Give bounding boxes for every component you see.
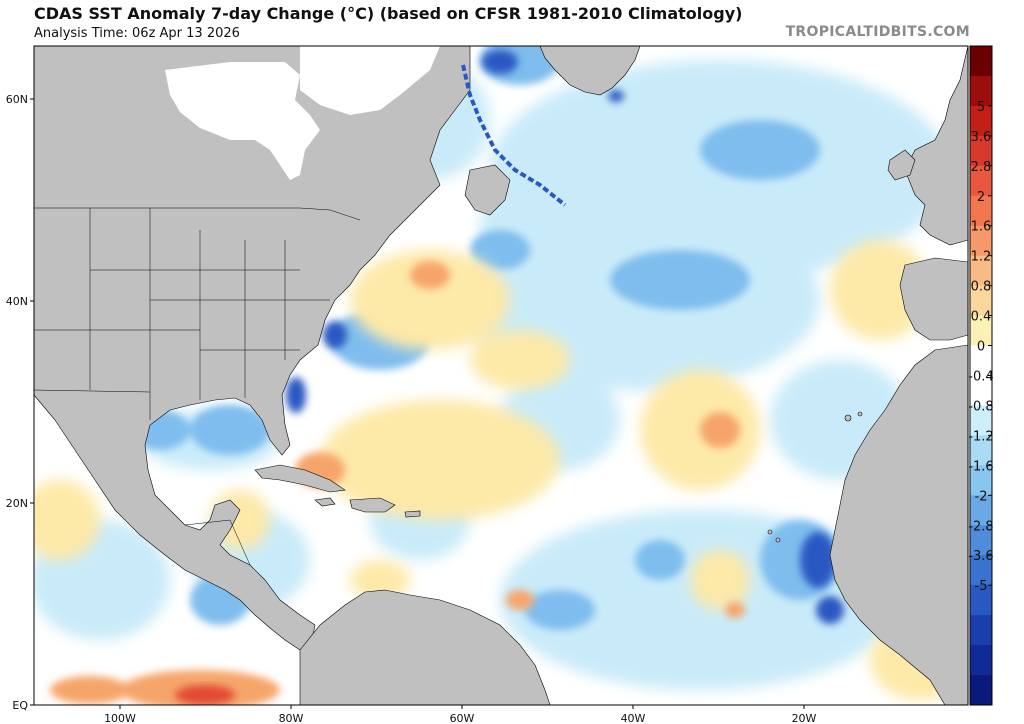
colorbar-bin — [970, 375, 992, 406]
colorbar-label: -1.6 — [968, 459, 993, 474]
colorbar-label: -2 — [975, 489, 988, 504]
brand-watermark: TROPICALTIDBITS.COM — [785, 24, 970, 40]
jamaica-land — [314, 497, 336, 507]
cape-verde-island — [775, 537, 781, 543]
colorbar-label: 3.6 — [971, 130, 992, 145]
colorbar-label: 1.6 — [971, 220, 992, 235]
colorbar-bin — [970, 465, 992, 496]
colorbar-bin — [970, 46, 992, 77]
political-borders — [34, 207, 361, 566]
colorbar-label: 0.4 — [971, 310, 992, 325]
colorbar-bin — [970, 525, 992, 556]
colorbar-bin — [970, 225, 992, 257]
british-isles-land — [887, 149, 916, 181]
lat-label: 20N — [6, 497, 28, 510]
lon-label: 60W — [450, 712, 475, 724]
lon-label: 80W — [279, 712, 304, 724]
colorbar-label: -1.2 — [968, 429, 993, 444]
colorbar-label: 2.8 — [971, 160, 992, 175]
colorbar-label: -5 — [975, 579, 988, 594]
colorbar-bin — [970, 255, 992, 287]
colorbar-label: 1.2 — [971, 250, 992, 265]
land-masses — [34, 46, 968, 705]
lat-label: EQ — [12, 699, 28, 712]
greenland-land — [539, 46, 641, 96]
anomaly-field-red — [175, 685, 235, 705]
colorbar-bin — [970, 675, 992, 706]
colorbar-label: -0.8 — [968, 399, 993, 414]
lon-label: 20W — [792, 712, 817, 724]
labrador-cold-strip — [461, 64, 567, 207]
colorbar-bin — [970, 435, 992, 466]
colorbar-bin — [970, 585, 992, 616]
colorbar-label: 0 — [977, 340, 985, 355]
colorbar-bin — [970, 195, 992, 227]
hispaniola-land — [349, 497, 396, 513]
canary-island — [844, 414, 852, 422]
hudson-bay-ice — [165, 62, 320, 180]
analysis-time: Analysis Time: 06z Apr 13 2026 — [34, 26, 240, 41]
colorbar-label: 0.8 — [971, 280, 992, 295]
canary-island — [857, 411, 863, 417]
colorbar-bin — [970, 135, 992, 167]
lat-label: 40N — [6, 295, 28, 308]
south-america-land — [299, 589, 551, 705]
colorbar-label: 5 — [977, 100, 985, 115]
colorbar-bin — [970, 285, 992, 317]
colorbar-bin — [970, 405, 992, 436]
colorbar-label: -0.4 — [968, 370, 993, 385]
colorbar-label: 2 — [977, 190, 985, 205]
colorbar-label: -2.8 — [968, 519, 993, 534]
longitude-labels: 100W 80W 60W 40W 20W — [104, 705, 817, 724]
map-plot-area — [34, 46, 968, 705]
colorbar-bin — [970, 315, 992, 347]
colorbar-label: -3.6 — [968, 549, 993, 564]
map-title: CDAS SST Anomaly 7-day Change (°C) (base… — [34, 4, 743, 23]
anomaly-field-dark-blue — [286, 50, 844, 624]
africa-land — [829, 344, 968, 705]
colorbar-bin — [970, 165, 992, 197]
north-america-land — [34, 46, 471, 651]
colorbar-bin — [970, 555, 992, 586]
colorbar-bin — [970, 645, 992, 676]
lat-label: 60N — [6, 93, 28, 106]
lon-label: 100W — [104, 712, 136, 724]
colorbar — [969, 45, 993, 706]
labrador-ice — [300, 46, 440, 115]
puerto-rico-land — [404, 510, 421, 518]
colorbar-labels: 5 3.6 2.8 2 1.6 1.2 0.8 0.4 0 -0.4 -0.8 -1.2 -1.6 -2 -… — [968, 100, 993, 594]
colorbar-bin — [970, 105, 992, 137]
colorbar-bin — [970, 75, 992, 107]
colorbar-bin — [970, 345, 992, 376]
colorbar-bin — [970, 615, 992, 646]
colorbar-bin — [970, 495, 992, 526]
map-frame — [33, 45, 969, 706]
latitude-labels: 60N 40N 20N EQ — [6, 93, 34, 712]
spain-portugal-land — [899, 257, 968, 341]
cuba-land — [254, 464, 346, 493]
europe-land — [904, 46, 968, 246]
lon-label: 40W — [621, 712, 646, 724]
newfoundland-land — [464, 164, 511, 216]
cape-verde-island — [767, 529, 773, 535]
